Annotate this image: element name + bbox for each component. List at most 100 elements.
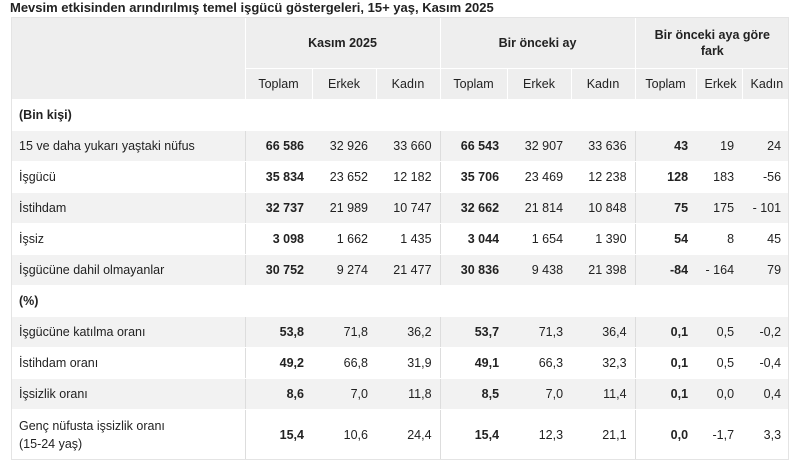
cell-value: -56 xyxy=(742,161,790,193)
header-sub-male: Erkek xyxy=(311,68,376,100)
cell-value: 21,1 xyxy=(571,409,636,460)
section-label: (Bin kişi) xyxy=(11,99,790,131)
cell-value: 23 469 xyxy=(507,161,572,193)
row-label: İşsizlik oranı xyxy=(11,378,245,410)
cell-value: 49,2 xyxy=(244,347,312,379)
cell-value: 10 848 xyxy=(571,192,636,224)
row-label: İşsiz xyxy=(11,223,245,255)
cell-value: 36,4 xyxy=(571,316,636,348)
header-sub-female: Kadın xyxy=(375,68,441,100)
cell-value: 3 098 xyxy=(244,223,312,255)
cell-value: 33 636 xyxy=(571,130,636,162)
cell-value: 36,2 xyxy=(376,316,441,348)
cell-value: 1 654 xyxy=(507,223,572,255)
cell-value: 0,4 xyxy=(742,378,790,410)
table-row: İşgücüne dahil olmayanlar 30 752 9 274 2… xyxy=(11,254,790,286)
cell-value: 35 834 xyxy=(244,161,312,193)
cell-value: 0,5 xyxy=(696,316,743,348)
section-label: (%) xyxy=(11,285,790,317)
cell-value: 1 390 xyxy=(571,223,636,255)
cell-value: 66,3 xyxy=(507,347,572,379)
cell-value: 33 660 xyxy=(376,130,441,162)
cell-value: 3,3 xyxy=(742,409,790,460)
cell-value: 11,8 xyxy=(376,378,441,410)
cell-value: 71,8 xyxy=(312,316,376,348)
table-row: 15 ve daha yukarı yaştaki nüfus 66 586 3… xyxy=(11,130,790,162)
header-group-difference: Bir önceki aya göre fark xyxy=(634,17,790,69)
cell-value: 53,7 xyxy=(439,316,508,348)
cell-value: 21 398 xyxy=(571,254,636,286)
cell-value: 8,5 xyxy=(439,378,508,410)
row-label: İstihdam oranı xyxy=(11,347,245,379)
table-row: İstihdam oranı 49,2 66,8 31,9 49,1 66,3 … xyxy=(11,347,790,379)
cell-value: 21 989 xyxy=(312,192,376,224)
header-sub-total: Toplam xyxy=(244,68,312,100)
cell-value: 43 xyxy=(634,130,697,162)
cell-value: 66 543 xyxy=(439,130,508,162)
cell-value: 30 752 xyxy=(244,254,312,286)
cell-value: 1 662 xyxy=(312,223,376,255)
cell-value: 66 586 xyxy=(244,130,312,162)
cell-value: 30 836 xyxy=(439,254,508,286)
table-row: İşgücüne katılma oranı 53,8 71,8 36,2 53… xyxy=(11,316,790,348)
row-label: İstihdam xyxy=(11,192,245,224)
cell-value: 7,0 xyxy=(507,378,572,410)
cell-value: 0,0 xyxy=(696,378,743,410)
cell-value: 31,9 xyxy=(376,347,441,379)
cell-value: 12 182 xyxy=(376,161,441,193)
cell-value: 128 xyxy=(634,161,697,193)
table-row: Genç nüfusta işsizlik oranı (15-24 yaş) … xyxy=(11,409,790,460)
cell-value: 21 814 xyxy=(507,192,572,224)
cell-value: -0,2 xyxy=(742,316,790,348)
header-sub-male: Erkek xyxy=(695,68,743,100)
cell-value: -84 xyxy=(634,254,697,286)
cell-value: 0,0 xyxy=(634,409,697,460)
header-group-previous: Bir önceki ay xyxy=(439,17,636,69)
cell-value: -1,7 xyxy=(696,409,743,460)
cell-value: 79 xyxy=(742,254,790,286)
cell-value: 12 238 xyxy=(571,161,636,193)
labour-indicators-table: Kasım 2025 Bir önceki ay Bir önceki aya … xyxy=(11,17,790,460)
row-label: İşgücü xyxy=(11,161,245,193)
section-heading-percent: (%) xyxy=(11,285,790,317)
cell-value: 7,0 xyxy=(312,378,376,410)
cell-value: 49,1 xyxy=(439,347,508,379)
header-corner xyxy=(11,17,245,100)
table-row: İşsizlik oranı 8,6 7,0 11,8 8,5 7,0 11,4… xyxy=(11,378,790,410)
cell-value: - 164 xyxy=(696,254,743,286)
cell-value: 0,1 xyxy=(634,378,697,410)
cell-value: 21 477 xyxy=(376,254,441,286)
header-group-current: Kasım 2025 xyxy=(244,17,441,69)
row-label: İşgücüne dahil olmayanlar xyxy=(11,254,245,286)
cell-value: - 101 xyxy=(742,192,790,224)
row-label: 15 ve daha yukarı yaştaki nüfus xyxy=(11,130,245,162)
cell-value: 45 xyxy=(742,223,790,255)
cell-value: 0,1 xyxy=(634,316,697,348)
cell-value: 24,4 xyxy=(376,409,441,460)
cell-value: 11,4 xyxy=(571,378,636,410)
cell-value: 9 274 xyxy=(312,254,376,286)
cell-value: 53,8 xyxy=(244,316,312,348)
cell-value: 183 xyxy=(696,161,743,193)
page-title: Mevsim etkisinden arındırılmış temel işg… xyxy=(10,0,494,15)
cell-value: 10,6 xyxy=(312,409,376,460)
header-group-row: Kasım 2025 Bir önceki ay Bir önceki aya … xyxy=(11,17,790,100)
row-label: Genç nüfusta işsizlik oranı (15-24 yaş) xyxy=(11,409,245,460)
table-row: İşgücü 35 834 23 652 12 182 35 706 23 46… xyxy=(11,161,790,193)
cell-value: 8 xyxy=(696,223,743,255)
cell-value: -0,4 xyxy=(742,347,790,379)
cell-value: 32 907 xyxy=(507,130,572,162)
cell-value: 75 xyxy=(634,192,697,224)
row-label-line2: (15-24 yaş) xyxy=(19,436,83,451)
cell-value: 0,1 xyxy=(634,347,697,379)
cell-value: 175 xyxy=(696,192,743,224)
header-sub-male: Erkek xyxy=(506,68,572,100)
cell-value: 15,4 xyxy=(439,409,508,460)
row-label-line1: Genç nüfusta işsizlik oranı xyxy=(19,418,165,433)
cell-value: 32 926 xyxy=(312,130,376,162)
header-sub-female: Kadın xyxy=(570,68,636,100)
cell-value: 9 438 xyxy=(507,254,572,286)
row-label: İşgücüne katılma oranı xyxy=(11,316,245,348)
cell-value: 10 747 xyxy=(376,192,441,224)
cell-value: 8,6 xyxy=(244,378,312,410)
